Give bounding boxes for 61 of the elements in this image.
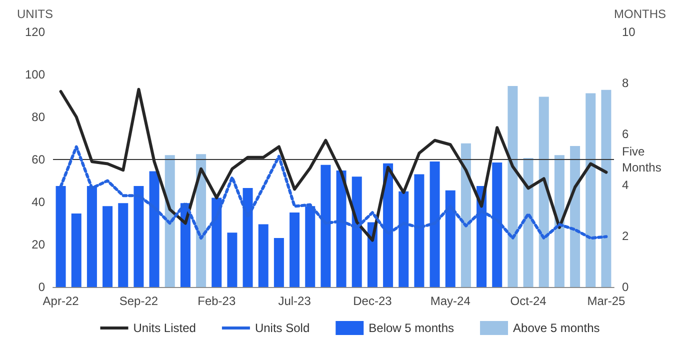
bar	[586, 93, 596, 287]
y2-tick-label: 0	[622, 280, 629, 294]
x-tick-label: Apr-22	[42, 294, 80, 308]
x-tick-label: Jul-23	[278, 294, 312, 308]
bar	[305, 206, 316, 287]
x-tick-label: Oct-24	[510, 294, 547, 308]
bar	[445, 190, 456, 287]
y2-axis-title: MONTHS	[614, 7, 666, 21]
bar	[492, 162, 502, 287]
bar	[523, 158, 534, 287]
bar	[118, 203, 128, 287]
y-tick-label: 60	[32, 152, 46, 166]
y2-tick-label: 2	[622, 229, 629, 243]
bar	[398, 191, 409, 287]
bar	[352, 176, 362, 287]
bar	[149, 171, 160, 287]
legend-label: Above 5 months	[513, 321, 600, 335]
y2-tick-label: 6	[622, 127, 629, 141]
y2-tick-label: 8	[622, 76, 629, 90]
y-tick-label: 20	[32, 238, 46, 252]
x-tick-label: Sep-22	[119, 294, 158, 308]
bar	[71, 214, 82, 287]
bar	[56, 186, 66, 287]
x-tick-label: May-24	[430, 294, 471, 308]
y-tick-label: 40	[32, 195, 46, 209]
bar	[430, 162, 440, 287]
bar	[86, 186, 97, 287]
bar	[164, 155, 175, 287]
bar	[242, 188, 253, 287]
bar	[336, 170, 346, 287]
line-series	[59, 145, 608, 240]
bar	[274, 238, 284, 287]
line-series	[59, 88, 608, 242]
x-tick-label: Dec-23	[353, 294, 392, 308]
legend-label: Units Listed	[133, 321, 196, 335]
legend-label: Below 5 months	[368, 321, 454, 335]
bar	[134, 186, 144, 287]
y-tick-label: 80	[32, 110, 46, 124]
y-tick-label: 0	[38, 280, 46, 294]
bar	[508, 86, 518, 287]
bar	[570, 146, 580, 287]
bar	[414, 174, 424, 287]
y-tick-label: 100	[24, 68, 46, 82]
bar	[320, 164, 331, 287]
bar	[258, 224, 268, 287]
bar	[227, 232, 238, 287]
bar	[212, 198, 222, 287]
y-tick-label: 120	[24, 25, 46, 39]
bar	[102, 206, 113, 287]
y-axis-title: UNITS	[17, 7, 53, 21]
y2-tick-label: 10	[622, 25, 636, 39]
x-tick-label: Mar-25	[587, 294, 626, 308]
x-tick-label: Feb-23	[198, 294, 236, 308]
bar	[290, 212, 300, 287]
bar	[460, 143, 471, 287]
bar	[538, 96, 549, 287]
y2-tick-label: 4	[622, 178, 629, 192]
ref-line-label: Five Months	[622, 144, 662, 174]
legend-label: Units Sold	[254, 321, 310, 335]
bar	[601, 90, 612, 287]
bar	[554, 155, 564, 287]
